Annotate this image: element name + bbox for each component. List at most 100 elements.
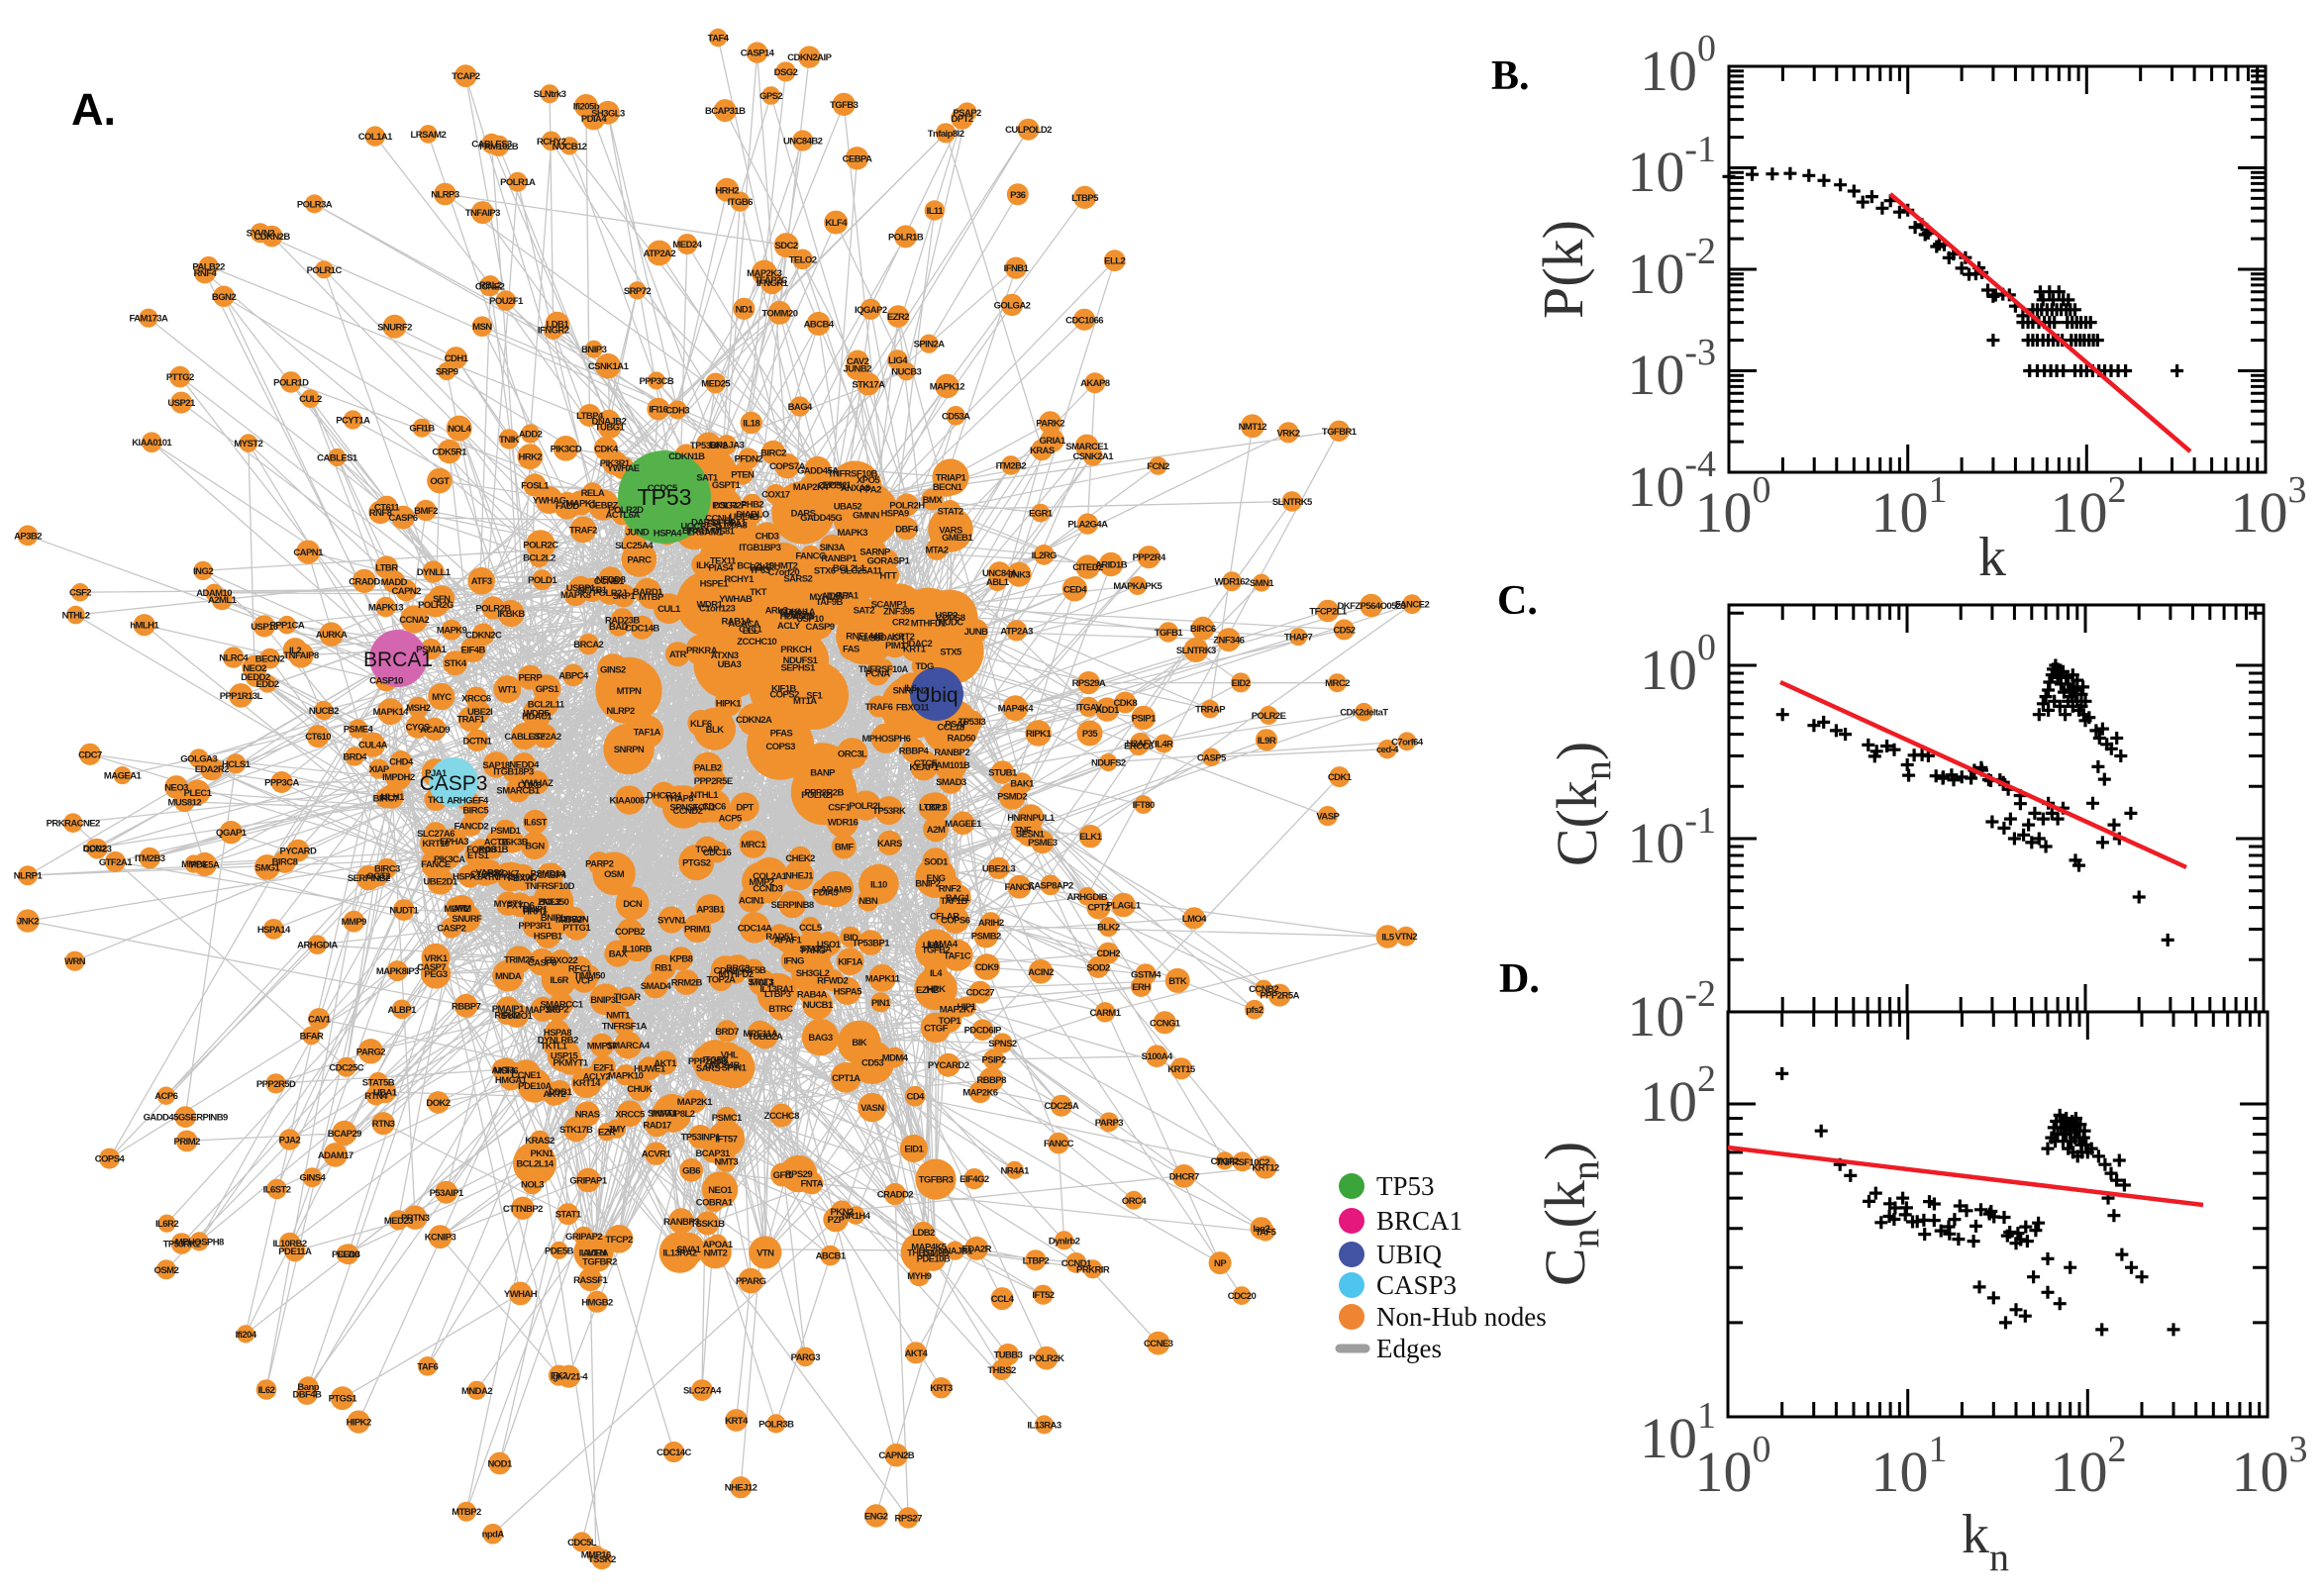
svg-text:CASP8AP2: CASP8AP2: [1028, 880, 1073, 891]
svg-text:TRIAP1: TRIAP1: [936, 473, 967, 484]
svg-text:CAPN1: CAPN1: [293, 548, 324, 558]
svg-text:TAF9B: TAF9B: [816, 597, 844, 608]
svg-text:BGN2: BGN2: [212, 292, 236, 303]
svg-text:BID: BID: [844, 933, 858, 944]
svg-text:IQGAP2: IQGAP2: [855, 305, 887, 316]
svg-text:HSPA14: HSPA14: [257, 925, 291, 936]
svg-text:RPS29: RPS29: [785, 1169, 813, 1180]
svg-text:PDE11A: PDE11A: [278, 1247, 312, 1257]
svg-text:ADD2: ADD2: [519, 430, 543, 441]
svg-text:RASSF1: RASSF1: [573, 1275, 608, 1286]
svg-text:BANP: BANP: [810, 768, 836, 779]
svg-text:CDK8: CDK8: [1113, 698, 1137, 709]
svg-text:CED3: CED3: [337, 1249, 359, 1260]
svg-text:TRAF6: TRAF6: [864, 702, 892, 713]
svg-text:BNIP3L: BNIP3L: [590, 995, 621, 1006]
svg-text:PARK2: PARK2: [1036, 418, 1064, 429]
svg-text:PRKCH: PRKCH: [780, 645, 812, 655]
svg-text:MAP2K4: MAP2K4: [793, 482, 830, 493]
svg-text:LRSAM2: LRSAM2: [411, 130, 447, 141]
svg-text:QGAP1: QGAP1: [216, 828, 248, 839]
svg-text:TP53RK2: TP53RK2: [163, 1240, 201, 1250]
svg-text:USP16: USP16: [251, 622, 278, 633]
svg-text:PSIP1: PSIP1: [1132, 713, 1157, 724]
svg-text:PSMC1: PSMC1: [712, 1113, 743, 1124]
svg-text:VHL: VHL: [721, 1049, 739, 1060]
svg-text:TFCP2: TFCP2: [605, 1235, 633, 1246]
svg-text:PSIP2: PSIP2: [982, 1055, 1006, 1066]
svg-text:hMLH1: hMLH1: [130, 621, 159, 632]
svg-text:TOP1: TOP1: [939, 1016, 962, 1027]
svg-text:UBE2N: UBE2N: [559, 914, 589, 925]
svg-text:CSNK1A1: CSNK1A1: [588, 361, 630, 372]
svg-text:IL62: IL62: [258, 1385, 275, 1396]
svg-text:SMARCC1: SMARCC1: [540, 1000, 583, 1011]
svg-text:CCL3: CCL3: [925, 803, 948, 814]
svg-text:P(k): P(k): [1531, 220, 1595, 319]
svg-text:CASP4: CASP4: [538, 870, 567, 881]
svg-text:CDH2: CDH2: [1096, 948, 1120, 959]
svg-text:BNIPL: BNIPL: [541, 913, 566, 924]
svg-text:SMARCE1: SMARCE1: [1065, 442, 1109, 452]
svg-text:CCNH: CCNH: [705, 514, 731, 525]
svg-text:MED24: MED24: [672, 240, 702, 250]
svg-text:GTF2A1: GTF2A1: [99, 857, 133, 868]
svg-text:TGFBR1: TGFBR1: [1322, 427, 1358, 438]
svg-text:ARHGDIA: ARHGDIA: [297, 941, 338, 951]
svg-text:RBL2: RBL2: [479, 280, 502, 291]
svg-text:NDUFS2: NDUFS2: [1091, 758, 1126, 769]
svg-text:TDG: TDG: [915, 661, 934, 672]
svg-text:PPP3CB: PPP3CB: [639, 376, 673, 387]
svg-text:TGFB1: TGFB1: [1155, 628, 1184, 639]
svg-text:STX5: STX5: [940, 647, 962, 657]
svg-text:NUCB12: NUCB12: [553, 142, 587, 152]
svg-text:BCAP31: BCAP31: [696, 1148, 731, 1159]
svg-text:POLR2D: POLR2D: [608, 505, 644, 516]
svg-text:SARS: SARS: [696, 1063, 720, 1074]
svg-text:CCDC5: CCDC5: [648, 483, 678, 494]
svg-text:SLC25A4: SLC25A4: [615, 541, 654, 551]
svg-text:AP3B2: AP3B2: [14, 531, 42, 542]
svg-text:WDR16: WDR16: [828, 817, 858, 828]
svg-text:STUB1: STUB1: [988, 767, 1018, 778]
svg-text:BBC3: BBC3: [726, 963, 750, 974]
svg-text:GOLGA3: GOLGA3: [180, 754, 217, 765]
svg-text:JNK2: JNK2: [17, 917, 39, 928]
svg-text:NUCB2: NUCB2: [309, 706, 339, 717]
svg-text:PARG: PARG: [801, 946, 826, 956]
svg-text:NDUFS1: NDUFS1: [783, 655, 819, 666]
svg-text:PYCARD: PYCARD: [279, 847, 317, 857]
svg-text:P53AIP1: P53AIP1: [430, 1188, 464, 1199]
svg-text:RNF144B: RNF144B: [846, 632, 884, 643]
svg-text:BRD4: BRD4: [343, 751, 367, 762]
svg-text:PDE10A: PDE10A: [518, 1081, 552, 1092]
svg-text:ITGB6: ITGB6: [728, 197, 753, 208]
svg-text:TP53BP2: TP53BP2: [690, 441, 728, 451]
svg-text:HDAC1: HDAC1: [522, 712, 553, 723]
svg-text:ORC3L: ORC3L: [838, 749, 867, 760]
svg-text:SERPINB2: SERPINB2: [348, 873, 390, 884]
svg-text:ADAM10: ADAM10: [196, 588, 232, 599]
svg-text:PYCARD2: PYCARD2: [928, 1060, 969, 1071]
svg-text:TAF1A: TAF1A: [634, 728, 661, 739]
svg-text:GPS1: GPS1: [536, 684, 559, 695]
svg-text:KIAA0101: KIAA0101: [132, 438, 172, 449]
svg-text:ELL: ELL: [743, 626, 759, 637]
svg-text:TNFAIP8L2: TNFAIP8L2: [650, 1109, 694, 1120]
svg-text:CASP6: CASP6: [389, 513, 418, 524]
svg-text:SESN1: SESN1: [1016, 830, 1046, 841]
svg-text:101: 101: [1871, 469, 1948, 545]
svg-text:PPP2R5D: PPP2R5D: [256, 1079, 296, 1090]
svg-text:RCHY1: RCHY1: [724, 574, 755, 585]
svg-text:RBBP7: RBBP7: [452, 1001, 481, 1012]
svg-text:MAPK10: MAPK10: [608, 1070, 644, 1081]
svg-text:TCAP2: TCAP2: [452, 71, 480, 82]
svg-text:ITM2B: ITM2B: [923, 1248, 949, 1259]
svg-text:DFFA: DFFA: [712, 518, 735, 529]
svg-text:CDH1: CDH1: [445, 353, 469, 364]
svg-text:PKN1: PKN1: [531, 1148, 555, 1159]
svg-text:CD53A: CD53A: [942, 411, 970, 422]
svg-text:MSN: MSN: [472, 322, 492, 333]
svg-text:LTBP2: LTBP2: [1023, 1255, 1050, 1266]
svg-text:DNAJB1: DNAJB1: [938, 1247, 973, 1257]
